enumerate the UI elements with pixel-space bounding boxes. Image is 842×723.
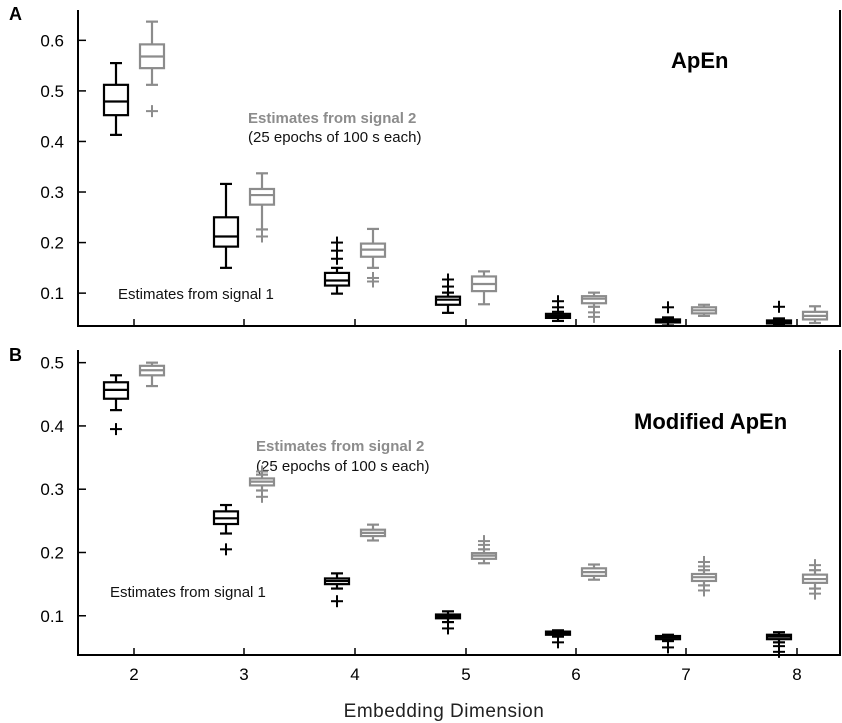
panel-b-letter: B	[9, 345, 22, 365]
box-signal2-dim6	[580, 563, 608, 581]
box-signal2-dim2	[138, 361, 166, 388]
y-tick-label: 0.2	[40, 543, 64, 562]
outlier-marker	[256, 230, 268, 243]
panel-a-axes-frame	[77, 10, 841, 327]
y-tick-label: 0.1	[40, 284, 64, 303]
y-tick-label: 0.5	[40, 354, 64, 373]
outlier-marker	[698, 555, 710, 568]
box-signal2-dim2	[138, 20, 166, 118]
box-signal1-dim8	[765, 631, 793, 658]
outlier-marker	[331, 595, 343, 608]
box-signal2-dim8	[801, 559, 829, 600]
box-signal1-dim2	[102, 61, 130, 136]
y-tick-label: 0.3	[40, 183, 64, 202]
panel-a-signal1-annotation: Estimates from signal 1	[118, 286, 274, 303]
outlier-marker	[442, 622, 454, 635]
box-signal1-dim4	[323, 572, 351, 608]
box-signal1-dim6	[544, 629, 572, 649]
box-signal2-dim4	[359, 523, 387, 542]
panel-a-signal2-annotation: Estimates from signal 2	[248, 110, 416, 127]
panel-b-plot-area	[102, 361, 829, 658]
outlier-marker	[478, 535, 490, 548]
outlier-marker	[662, 641, 674, 654]
outlier-marker	[773, 640, 785, 653]
box-signal1-dim4	[323, 236, 351, 295]
y-tick-label: 0.2	[40, 234, 64, 253]
panel-a-apen: A ApEn Estimates from signal 2 (25 epoch…	[9, 4, 841, 327]
outlier-marker	[256, 490, 268, 503]
outlier-marker	[146, 105, 158, 118]
box-signal1-dim7	[654, 301, 682, 327]
outlier-marker	[256, 465, 268, 478]
iqr-box	[212, 216, 240, 248]
x-tick-label: 2	[129, 665, 138, 684]
y-tick-label: 0.3	[40, 480, 64, 499]
outlier-marker	[552, 295, 564, 308]
panel-b-signal1-annotation: Estimates from signal 1	[110, 584, 266, 601]
outlier-marker	[809, 559, 821, 572]
box-signal1-dim2	[102, 374, 130, 436]
box-signal1-dim3	[212, 503, 240, 556]
box-signal2-dim3	[248, 172, 276, 243]
box-signal1-dim8	[765, 300, 793, 327]
x-tick-label: 4	[350, 665, 359, 684]
outlier-marker	[773, 300, 785, 313]
panel-b-axes-frame	[77, 350, 841, 656]
y-tick-label: 0.1	[40, 607, 64, 626]
panel-a-letter: A	[9, 4, 22, 24]
box-signal1-dim6	[544, 295, 572, 323]
box-signal2-dim4	[359, 227, 387, 288]
x-tick-label: 3	[239, 665, 248, 684]
outlier-marker	[809, 587, 821, 600]
box-signal2-dim6	[580, 291, 608, 323]
panel-b-modified-apen: B Modified ApEn Estimates from signal 2 …	[9, 345, 841, 684]
box-signal1-dim5	[434, 610, 462, 635]
panel-a-y-axis: 0.1 0.2 0.3 0.4 0.5 0.6	[40, 31, 798, 326]
panel-b-title: Modified ApEn	[634, 409, 787, 434]
y-tick-label: 0.6	[40, 31, 64, 50]
outlier-marker	[110, 423, 122, 436]
iqr-box	[248, 187, 276, 206]
box-signal2-dim3	[248, 465, 276, 503]
panel-b-signal2-epochs-note: (25 epochs of 100 s each)	[256, 458, 429, 475]
outlier-marker	[662, 301, 674, 314]
outlier-marker	[331, 236, 343, 249]
outlier-marker	[442, 273, 454, 286]
box-signal1-dim7	[654, 633, 682, 654]
y-tick-label: 0.4	[40, 132, 64, 151]
outlier-marker	[220, 543, 232, 556]
iqr-box	[102, 83, 130, 117]
panel-a-plot-area	[102, 20, 829, 327]
x-tick-label: 7	[681, 665, 690, 684]
box-signal1-dim3	[212, 182, 240, 269]
box-signal1-dim5	[434, 273, 462, 314]
outlier-marker	[552, 636, 564, 649]
box-signal2-dim5	[470, 270, 498, 306]
outlier-marker	[367, 271, 379, 284]
box-signal2-dim8	[801, 305, 829, 325]
panel-b-y-axis: 0.1 0.2 0.3 0.4 0.5	[40, 354, 86, 626]
x-tick-label: 6	[571, 665, 580, 684]
x-axis-label: Embedding Dimension	[344, 701, 545, 722]
iqr-box	[323, 271, 351, 287]
y-tick-label: 0.4	[40, 417, 64, 436]
panel-b-signal2-annotation: Estimates from signal 2	[256, 438, 424, 455]
panel-a-signal2-epochs-note: (25 epochs of 100 s each)	[248, 129, 421, 146]
outlier-marker	[588, 306, 600, 319]
box-signal2-dim7	[690, 555, 718, 597]
box-signal2-dim5	[470, 535, 498, 565]
box-signal2-dim7	[690, 303, 718, 317]
x-axis: 2 3 4 5 6 7 8	[129, 648, 802, 684]
x-tick-label: 5	[461, 665, 470, 684]
y-tick-label: 0.5	[40, 82, 64, 101]
outlier-marker	[698, 584, 710, 597]
panel-a-title: ApEn	[671, 48, 728, 73]
x-tick-label: 8	[792, 665, 801, 684]
